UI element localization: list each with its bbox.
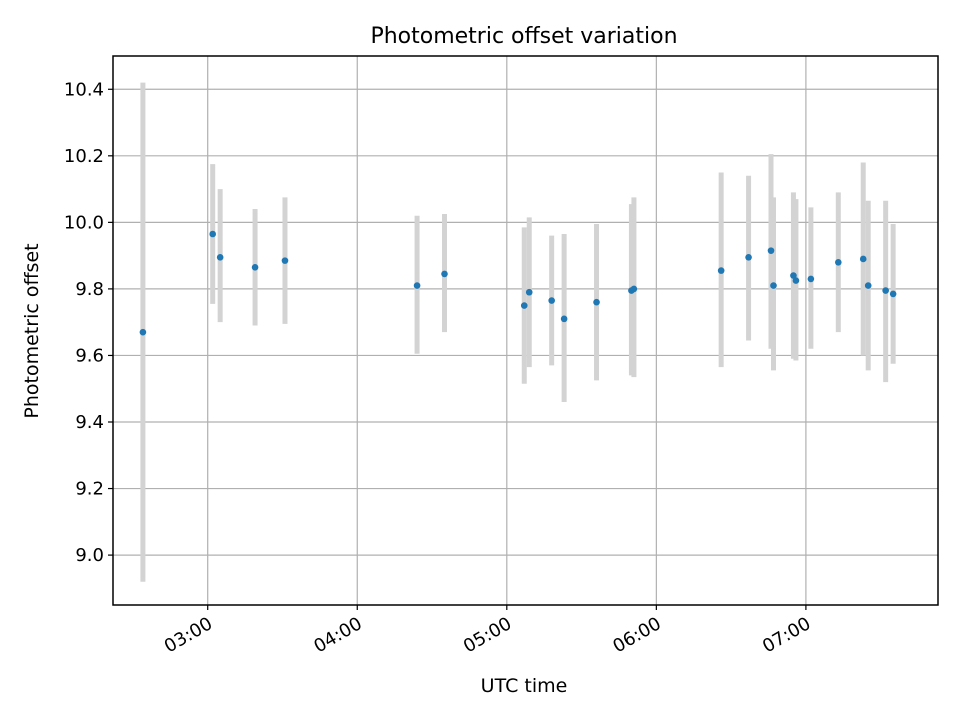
chart-title: Photometric offset variation — [370, 24, 677, 49]
error-bars — [140, 82, 896, 582]
data-point — [790, 272, 797, 279]
data-point — [717, 267, 725, 274]
y-tick-label: 10.0 — [64, 212, 104, 233]
data-point — [835, 258, 842, 266]
y-tick-label: 10.2 — [64, 146, 104, 167]
data-point — [209, 230, 216, 238]
data-point — [807, 275, 815, 283]
x-tick-label: 03:00 — [161, 613, 216, 657]
data-point — [792, 277, 800, 284]
x-tick-label: 07:00 — [759, 613, 814, 657]
data-point — [216, 253, 224, 261]
y-tick-label: 9.8 — [75, 279, 104, 300]
plot-frame — [112, 55, 939, 606]
data-point — [767, 247, 775, 254]
y-tick-label: 9.0 — [75, 545, 104, 566]
data-point — [413, 282, 421, 289]
data-point — [630, 285, 638, 293]
data-point — [560, 315, 568, 323]
x-tick-label: 05:00 — [460, 613, 515, 657]
data-point — [882, 287, 889, 294]
data-point — [770, 282, 777, 289]
y-tick-label: 10.4 — [64, 79, 104, 100]
x-axis-label: UTC time — [481, 675, 568, 697]
data-point — [593, 298, 600, 306]
data-point — [441, 270, 448, 278]
x-tick-label: 06:00 — [609, 613, 664, 657]
data-point — [548, 297, 555, 304]
y-tick-label: 9.2 — [75, 479, 104, 500]
y-tick-label: 9.6 — [75, 345, 104, 366]
data-point — [859, 255, 867, 263]
data-point — [525, 288, 533, 296]
x-tick-label: 04:00 — [310, 613, 365, 657]
data-point — [889, 290, 897, 298]
data-point — [745, 253, 752, 261]
data-point — [139, 328, 147, 336]
data-point — [864, 282, 872, 289]
axis-ticks: 03:00 04:00 05:00 06:00 07:00 9.0 9.2 9.4 9.6 9.8… — [64, 79, 814, 657]
data-point — [281, 257, 289, 264]
data-point — [520, 302, 528, 309]
y-tick-label: 9.4 — [75, 412, 104, 433]
y-axis-label: Photometric offset — [21, 243, 43, 418]
data-points — [139, 230, 897, 336]
data-point — [251, 263, 259, 271]
